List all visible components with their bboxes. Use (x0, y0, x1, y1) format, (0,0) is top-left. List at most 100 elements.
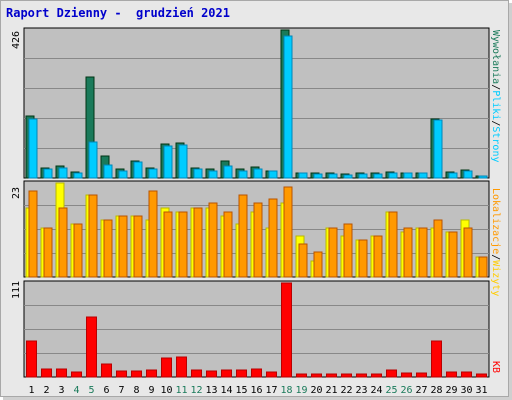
x-tick-label-25: 25 (385, 385, 397, 396)
x-tick-label-12: 12 (190, 385, 202, 396)
top-bar-strony-2 (43, 168, 53, 179)
legend-top-part: / (490, 84, 501, 90)
middle-bar-lokalizacje-20 (313, 251, 323, 278)
frame-shadow-bottom (3, 397, 512, 400)
middle-bar-lokalizacje-4 (73, 223, 83, 278)
middle-bar-lokalizacje-31 (478, 256, 488, 278)
legend-top: Wywołania/Pliki/Strony (490, 30, 501, 162)
x-tick-label-3: 3 (58, 385, 64, 396)
middle-bar-lokalizacje-3 (58, 207, 68, 278)
x-tick-label-17: 17 (265, 385, 277, 396)
top-bar-strony-25 (388, 172, 398, 179)
bottom-bar-kb-28 (431, 340, 442, 378)
middle-bar-lokalizacje-21 (328, 227, 338, 278)
x-tick-label-26: 26 (400, 385, 412, 396)
bottom-bar-kb-30 (461, 371, 472, 378)
bottom-bar-kb-21 (326, 373, 337, 378)
x-tick-label-18: 18 (280, 385, 292, 396)
bottom-bar-kb-9 (146, 369, 157, 378)
middle-bar-lokalizacje-12 (193, 207, 203, 278)
top-bar-strony-13 (208, 170, 218, 179)
middle-bar-lokalizacje-26 (403, 227, 413, 278)
middle-ymax-label: 23 (11, 187, 22, 199)
bottom-bar-kb-14 (221, 369, 232, 378)
top-bar-strony-28 (433, 119, 443, 179)
frame-shadow-right (509, 3, 512, 400)
top-bar-strony-14 (223, 165, 233, 179)
x-tick-label-21: 21 (325, 385, 337, 396)
x-tick-label-1: 1 (28, 385, 34, 396)
x-tick-label-5: 5 (88, 385, 94, 396)
top-bar-strony-7 (118, 170, 128, 179)
middle-bar-lokalizacje-14 (223, 211, 233, 278)
x-tick-label-15: 15 (235, 385, 247, 396)
top-bar-strony-1 (28, 118, 38, 179)
bottom-bar-kb-12 (191, 369, 202, 378)
x-tick-label-30: 30 (460, 385, 472, 396)
top-bar-strony-29 (448, 172, 458, 179)
bottom-bar-kb-13 (206, 370, 217, 378)
middle-bar-lokalizacje-16 (253, 202, 263, 278)
middle-bar-lokalizacje-19 (298, 243, 308, 278)
middle-bar-lokalizacje-24 (373, 235, 383, 278)
x-tick-label-31: 31 (475, 385, 487, 396)
middle-bar-lokalizacje-28 (433, 219, 443, 278)
top-plot-area (23, 27, 490, 179)
legend-middle-part: Wizyty (490, 260, 501, 296)
bottom-bar-kb-29 (446, 371, 457, 378)
bottom-bar-kb-25 (386, 369, 397, 378)
bottom-bar-kb-23 (356, 373, 367, 378)
top-bar-strony-23 (358, 173, 368, 179)
middle-bar-lokalizacje-18 (283, 186, 293, 278)
top-bar-strony-10 (163, 145, 173, 179)
top-bar-strony-24 (373, 173, 383, 179)
bottom-bar-kb-16 (251, 368, 262, 378)
middle-bar-lokalizacje-15 (238, 194, 248, 278)
middle-bar-lokalizacje-11 (178, 211, 188, 278)
bottom-bar-kb-10 (161, 357, 172, 378)
middle-bar-lokalizacje-1 (28, 190, 38, 278)
top-bar-strony-19 (298, 172, 308, 179)
middle-bar-lokalizacje-13 (208, 202, 218, 278)
top-bar-strony-17 (268, 170, 278, 179)
x-tick-label-2: 2 (43, 385, 49, 396)
middle-bar-lokalizacje-25 (388, 211, 398, 278)
x-tick-label-10: 10 (160, 385, 172, 396)
bottom-bar-kb-6 (101, 363, 112, 378)
middle-bar-lokalizacje-27 (418, 227, 428, 278)
bottom-bar-kb-20 (311, 373, 322, 378)
bottom-bar-kb-19 (296, 373, 307, 378)
x-tick-label-8: 8 (133, 385, 139, 396)
legend-top-part: Strony (490, 126, 501, 162)
bottom-ymax-label: 111 (11, 281, 22, 299)
bottom-bar-kb-4 (71, 371, 82, 378)
x-tick-label-24: 24 (370, 385, 382, 396)
bottom-bar-kb-5 (86, 316, 97, 378)
legend-top-part: Wywołania (490, 30, 501, 84)
top-bar-strony-9 (148, 168, 158, 179)
bottom-bar-kb-17 (266, 371, 277, 378)
bottom-bar-kb-24 (371, 373, 382, 378)
x-tick-label-22: 22 (340, 385, 352, 396)
middle-bar-lokalizacje-30 (463, 227, 473, 278)
top-bar-strony-20 (313, 173, 323, 179)
middle-bar-lokalizacje-8 (133, 215, 143, 278)
legend-top-part: Pliki (490, 90, 501, 120)
bottom-bar-kb-22 (341, 373, 352, 378)
bottom-bar-kb-18 (281, 282, 292, 378)
middle-bar-lokalizacje-23 (358, 239, 368, 278)
x-tick-label-14: 14 (220, 385, 232, 396)
x-tick-label-11: 11 (175, 385, 187, 396)
top-ymax-label: 426 (11, 31, 22, 49)
top-bar-strony-12 (193, 168, 203, 179)
middle-bar-lokalizacje-9 (148, 190, 158, 278)
x-tick-label-28: 28 (430, 385, 442, 396)
top-bar-strony-5 (88, 141, 98, 179)
legend-bottom: KB (490, 361, 501, 373)
top-bar-strony-16 (253, 168, 263, 179)
middle-bar-lokalizacje-2 (43, 227, 53, 278)
top-bar-strony-8 (133, 161, 143, 179)
bottom-bar-kb-1 (26, 340, 37, 378)
x-tick-label-6: 6 (103, 385, 109, 396)
top-bar-strony-18 (283, 35, 293, 179)
